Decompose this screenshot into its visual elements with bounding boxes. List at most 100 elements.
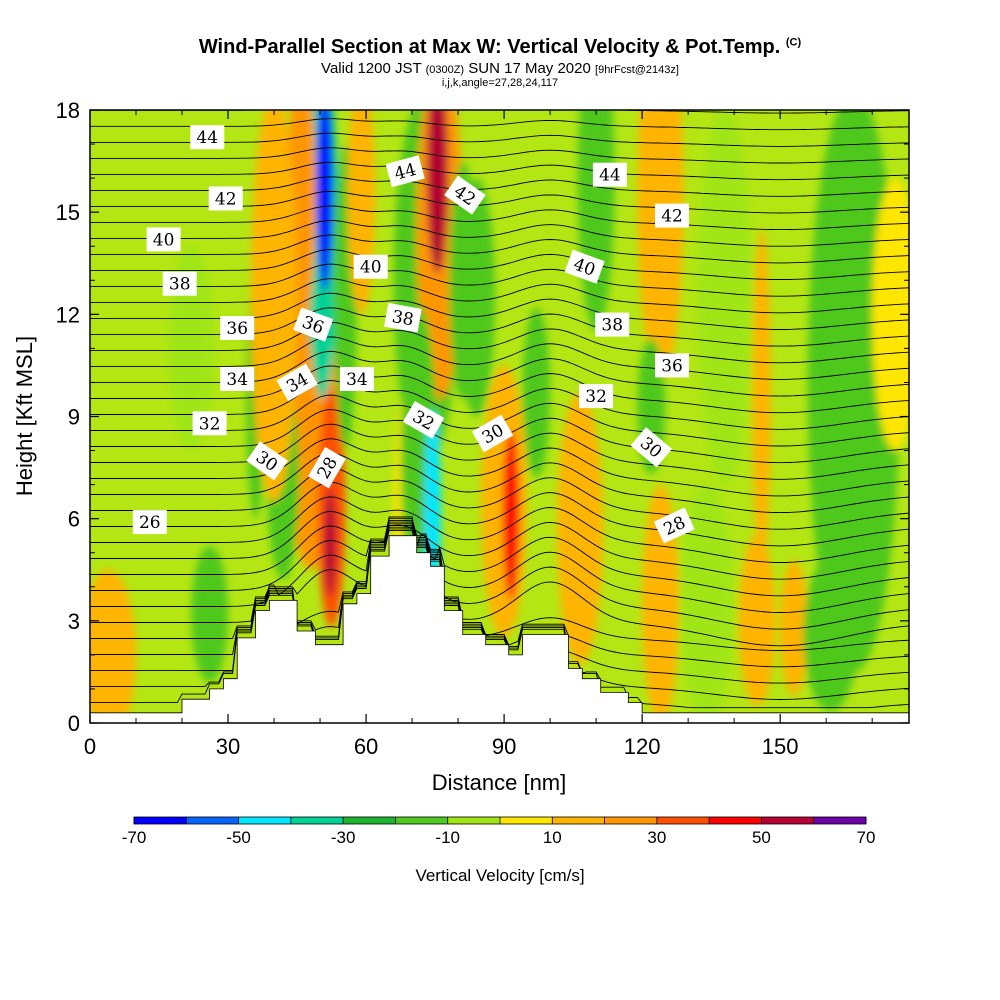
theta-contour-line <box>90 336 909 380</box>
w-feature <box>642 484 679 723</box>
contour-label: 36 <box>655 353 689 378</box>
contour-label-text: 38 <box>601 316 623 336</box>
contour-label: 32 <box>579 384 614 409</box>
contour-label: 40 <box>353 254 388 279</box>
w-feature <box>752 229 771 570</box>
theta-contour-line <box>90 518 909 613</box>
theta-contour-line <box>90 423 909 480</box>
contour-label-text: 38 <box>169 275 191 295</box>
colorbar-swatch <box>395 817 449 824</box>
colorbar-tick-label: -10 <box>435 828 460 847</box>
y-tick-label: 3 <box>68 609 80 634</box>
terrain-profile <box>89 535 910 724</box>
contour-label: 34 <box>339 367 374 391</box>
theta-contour-line <box>90 496 909 563</box>
w-feature <box>90 569 137 723</box>
theta-contour-line <box>90 521 909 647</box>
w-feature <box>637 110 684 383</box>
theta-contours <box>90 110 909 709</box>
colorbar-tick-label: -30 <box>331 828 356 847</box>
colorbar-tick-label: -70 <box>122 828 147 847</box>
theta-contour-line <box>90 523 909 651</box>
theta-contour-line <box>90 365 909 414</box>
contour-label: 28 <box>653 507 695 544</box>
terrain <box>89 535 910 724</box>
colorbar-tick-label: 50 <box>752 828 771 847</box>
contour-label: 44 <box>592 162 627 187</box>
contour-label: 26 <box>132 510 167 535</box>
colorbar-swatch <box>290 817 344 824</box>
theta-contour-line <box>90 132 909 147</box>
colorbar-tick-label: -50 <box>226 828 251 847</box>
contour-label: 34 <box>220 367 255 391</box>
contour-label: 44 <box>385 155 425 188</box>
colorbar-swatch <box>343 817 396 824</box>
contour-label-text: 44 <box>196 128 218 148</box>
theta-contour-line <box>90 452 909 514</box>
contour-label-text: 32 <box>585 387 607 407</box>
w-feature <box>557 392 604 666</box>
theta-contour-line <box>90 161 909 181</box>
theta-contour-line <box>90 526 909 684</box>
y-tick-label: 15 <box>56 200 80 225</box>
contour-label: 42 <box>208 186 243 211</box>
chart-valid-time: Valid 1200 JST (0300Z) SUN 17 May 2020 [… <box>321 60 679 77</box>
w-feature <box>780 559 808 696</box>
chart-title: Wind-Parallel Section at Max W: Vertical… <box>198 36 802 58</box>
colorbar: -70 -50 -30 -10 10 30 50 70 <box>122 816 875 847</box>
theta-contour-line <box>90 249 909 280</box>
contour-label: 42 <box>655 203 689 228</box>
y-axis-label: Height [Kft MSL] <box>12 336 37 496</box>
x-tick-label: 60 <box>354 734 378 759</box>
colorbar-swatch <box>656 817 710 824</box>
contour-label-text: 40 <box>360 258 382 278</box>
x-axis-label: Distance [nm] <box>432 770 567 795</box>
chart-indices: i,j,k,angle=27,28,24,117 <box>441 77 559 89</box>
w-feature <box>426 110 448 274</box>
theta-contour-line <box>90 118 909 131</box>
y-tick-label: 18 <box>56 98 80 123</box>
w-feature <box>324 488 337 597</box>
contour-label-text: 42 <box>215 190 237 210</box>
w-feature <box>168 246 215 451</box>
theta-contour-line <box>90 519 909 630</box>
theta-contour-line <box>90 481 909 547</box>
contour-label-text: 32 <box>199 414 221 434</box>
theta-contour-line <box>90 438 909 497</box>
contour-label: 40 <box>146 227 181 252</box>
theta-contour-line <box>90 278 909 314</box>
x-tick-label: 0 <box>84 734 96 759</box>
contour-label: 38 <box>384 302 422 333</box>
contour-label-text: 36 <box>226 319 248 339</box>
contour-label-text: 34 <box>346 370 368 390</box>
theta-contour-line <box>90 525 909 668</box>
vertical-velocity-field <box>90 110 909 723</box>
w-feature <box>678 484 735 723</box>
colorbar-swatch <box>500 817 553 824</box>
contour-label-text: 42 <box>661 207 683 227</box>
colorbar-swatch <box>761 817 815 824</box>
contour-label: 30 <box>471 414 514 453</box>
contour-label: 38 <box>162 271 197 296</box>
contour-label: 32 <box>192 411 227 436</box>
y-tick-label: 0 <box>68 711 80 736</box>
colorbar-tick-label: 30 <box>647 828 666 847</box>
theta-contour-line <box>90 530 909 709</box>
w-feature <box>502 430 520 601</box>
colorbar-swatch <box>709 817 762 824</box>
x-tick-label: 30 <box>216 734 240 759</box>
colorbar-swatch <box>238 817 292 824</box>
contour-label-text: 38 <box>390 307 415 330</box>
contour-label-text: 44 <box>599 166 621 186</box>
w-feature <box>697 110 753 485</box>
theta-contour-line <box>90 263 909 297</box>
x-tick-label: 90 <box>492 734 516 759</box>
colorbar-swatch <box>813 817 867 824</box>
contour-label-text: 36 <box>661 356 683 376</box>
theta-contour-line <box>90 321 909 364</box>
colorbar-swatch <box>552 817 605 824</box>
contour-label: 44 <box>190 125 225 150</box>
contour-label-text: 34 <box>226 370 248 390</box>
